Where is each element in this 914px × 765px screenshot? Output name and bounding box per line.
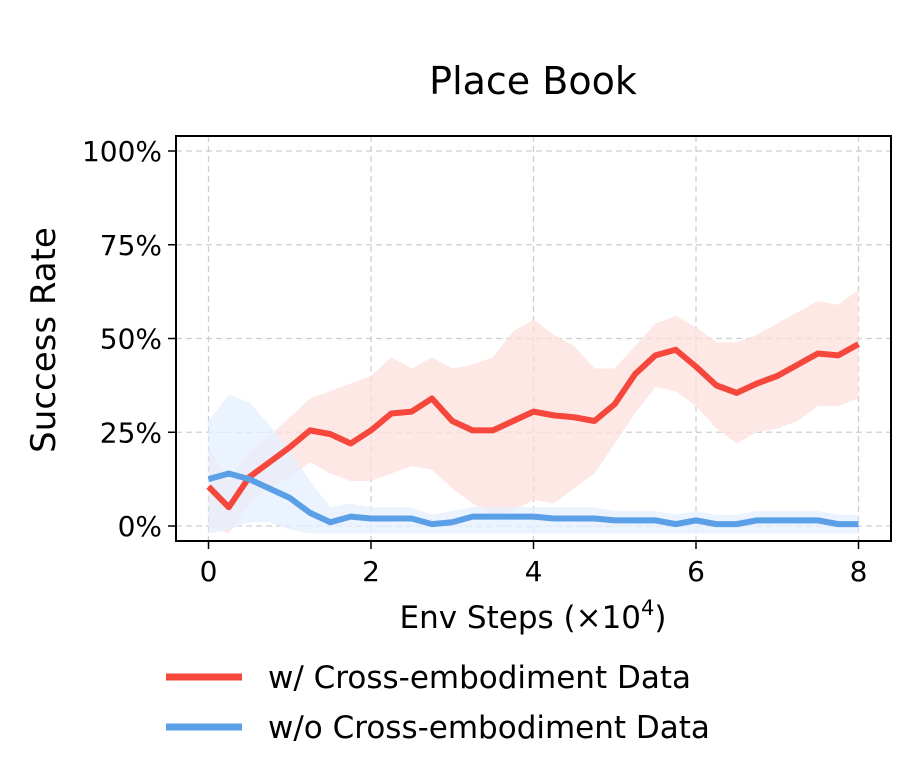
y-tick-label: 50% — [100, 323, 162, 356]
x-axis-label: Env Steps (×104) — [399, 596, 666, 636]
x-tick-label: 8 — [850, 555, 868, 588]
legend: w/ Cross-embodiment Data w/o Cross-embodi… — [166, 660, 710, 746]
x-axis-label-exponent: 4 — [641, 596, 654, 620]
series-line — [206, 341, 860, 511]
y-tick-label: 25% — [100, 416, 162, 449]
x-axis-label-close: ) — [654, 600, 666, 636]
legend-label: w/ Cross-embodiment Data — [268, 660, 691, 696]
y-tick-label: 75% — [100, 229, 162, 262]
y-axis-label: Success Rate — [24, 227, 64, 453]
x-axis-label-main: Env Steps (×10 — [399, 600, 641, 636]
x-tick-label: 2 — [362, 555, 380, 588]
y-tick-label: 0% — [118, 510, 162, 543]
series-line — [207, 470, 859, 528]
x-tick-label: 0 — [200, 555, 218, 588]
x-tick-label: 6 — [687, 555, 705, 588]
axis-ticks: 0 2 4 6 8 0% 25% 50% 75% 100% — [82, 135, 867, 588]
series-lines — [206, 341, 860, 528]
chart-title: Place Book — [429, 59, 637, 103]
legend-label: w/o Cross-embodiment Data — [268, 710, 710, 746]
x-tick-label: 4 — [525, 555, 543, 588]
y-tick-label: 100% — [82, 135, 162, 168]
